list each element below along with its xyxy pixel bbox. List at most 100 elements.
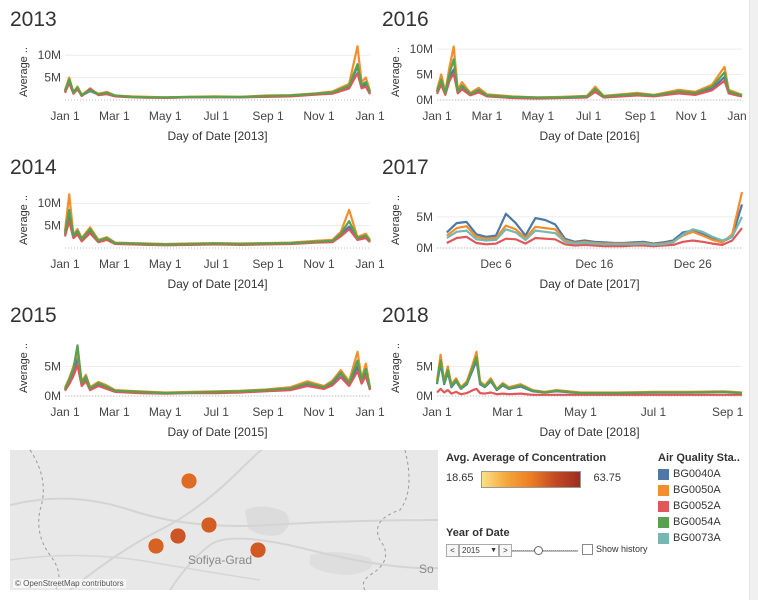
x-tick-label: Mar 1 <box>99 405 130 419</box>
chart-title: 2016 <box>382 8 429 31</box>
x-tick-label: Mar 1 <box>472 109 503 123</box>
map-border <box>362 450 410 590</box>
x-tick-label: Sep 1 <box>712 405 744 419</box>
map-credit: © OpenStreetMap contributors <box>13 579 126 588</box>
color-legend-title: Avg. Average of Concentration <box>446 452 607 464</box>
legend-item[interactable]: BG0052A <box>658 499 750 515</box>
y-tick-label: 0M <box>416 389 433 403</box>
gradient-bar <box>481 471 581 488</box>
legend-swatch <box>658 469 669 480</box>
x-tick-label: Sep 1 <box>252 109 284 123</box>
x-tick-label: Nov 1 <box>303 109 335 123</box>
y-axis-label: Average .. <box>18 195 30 245</box>
prev-year-button[interactable]: < <box>446 544 459 557</box>
station-map[interactable]: Sofiya-Grad So © OpenStreetMap contribut… <box>10 450 438 590</box>
series-line-BG0054A <box>435 58 743 99</box>
series-line-BG0054A <box>435 356 743 395</box>
legend-item[interactable]: BG0073A <box>658 531 750 547</box>
y-tick-label: 5M <box>416 360 433 374</box>
map-station-marker[interactable] <box>200 516 218 534</box>
y-tick-label: 10M <box>38 48 61 62</box>
x-tick-label: Dec 26 <box>674 257 712 271</box>
map-station-marker[interactable] <box>180 472 198 490</box>
x-tick-label: Sep 1 <box>252 257 284 271</box>
legend-swatch <box>658 485 669 496</box>
y-axis-label: Average .. <box>18 47 30 97</box>
year-select-value: 2015 <box>462 546 480 555</box>
map-road <box>10 554 261 581</box>
year-slider-track[interactable] <box>512 550 578 552</box>
chart-title: 2014 <box>10 156 57 179</box>
x-tick-label: Dec 6 <box>480 257 512 271</box>
legend-label: BG0054A <box>673 516 721 528</box>
x-axis-label: Day of Date [2016] <box>539 129 639 143</box>
y-tick-label: 5M <box>44 360 61 374</box>
y-tick-label: 5M <box>416 210 433 224</box>
map-station-marker[interactable] <box>147 537 165 555</box>
y-tick-label: 5M <box>44 71 61 85</box>
y-tick-label: 10M <box>410 42 433 56</box>
x-axis-label: Day of Date [2015] <box>167 425 267 439</box>
x-tick-label: Jul 1 <box>204 257 230 271</box>
y-tick-label: 0M <box>416 93 433 107</box>
show-history-label: Show history <box>596 544 648 554</box>
chart-svg: Average .. 10M 5M 0M Jan 1 Mar 1 May 1 Jul 1 Sep… <box>390 42 757 143</box>
x-tick-label: Jul 1 <box>204 405 230 419</box>
year-select[interactable]: 2015 ▼ <box>459 544 499 557</box>
map-border <box>29 450 60 590</box>
chart-title: 2017 <box>382 156 429 179</box>
x-tick-label: Mar 1 <box>99 109 130 123</box>
chart-title: 2013 <box>10 8 57 31</box>
x-tick-label: Nov 1 <box>303 257 335 271</box>
station-legend-title: Air Quality Sta.. <box>658 452 740 464</box>
next-year-button[interactable]: > <box>499 544 512 557</box>
series-line-BG0073A <box>446 216 743 246</box>
vertical-scrollbar[interactable] <box>749 0 758 600</box>
map-station-marker[interactable] <box>249 541 267 559</box>
legend-item[interactable]: BG0040A <box>658 467 750 483</box>
series-line-BG0040A <box>446 204 744 245</box>
x-tick-label: Nov 1 <box>675 109 707 123</box>
chart-title: 2018 <box>382 304 429 327</box>
x-tick-label: Jan 1 <box>422 405 452 419</box>
series-line-BG0050A <box>435 45 743 99</box>
x-tick-label: Jan 1 <box>50 109 80 123</box>
legend-item[interactable]: BG0050A <box>658 483 750 499</box>
x-axis-label: Day of Date [2014] <box>167 277 267 291</box>
map-edge-label: So <box>419 562 434 576</box>
legend-label: BG0040A <box>673 468 721 480</box>
show-history-checkbox[interactable] <box>582 544 593 555</box>
y-tick-label: 0M <box>416 241 433 255</box>
legend-item[interactable]: BG0054A <box>658 515 750 531</box>
map-station-marker[interactable] <box>169 527 187 545</box>
series-line-BG0040A <box>435 359 743 395</box>
chart-title: 2015 <box>10 304 57 327</box>
legend-swatch <box>658 533 669 544</box>
x-tick-label: May 1 <box>149 109 182 123</box>
x-tick-label: Jan 1 <box>355 109 385 123</box>
legend-label: BG0052A <box>673 500 721 512</box>
x-tick-label: May 1 <box>149 257 182 271</box>
year-slider-thumb[interactable] <box>534 546 543 555</box>
station-legend: Air Quality Sta.. BG0040A BG0050A BG0052… <box>658 452 750 547</box>
map-place-label: Sofiya-Grad <box>188 553 253 567</box>
x-tick-label: Jul 1 <box>204 109 230 123</box>
x-tick-label: Jan 1 <box>50 257 80 271</box>
color-gradient-row: 18.65 63.75 <box>446 468 621 488</box>
chart-svg: Average .. 5M 0M Dec 6 Dec 16 Dec 26 Day of Da… <box>390 191 744 291</box>
chart-2014: 2014 Average .. 10M 5M Jan 1 Mar 1 May 1 Jul 1… <box>10 156 385 301</box>
legend-label: BG0050A <box>673 484 721 496</box>
x-axis-label: Day of Date [2017] <box>539 277 639 291</box>
chart-2013: 2013 Average .. 10M 5M Jan 1 Mar 1 May 1 Jul 1… <box>10 8 385 153</box>
year-filter: Year of Date < 2015 ▼ > Show history <box>446 527 651 558</box>
x-tick-label: Jul 1 <box>576 109 602 123</box>
x-tick-label: Mar 1 <box>99 257 130 271</box>
x-tick-label: Jan 1 <box>355 257 385 271</box>
gradient-max: 63.75 <box>593 472 621 484</box>
chart-svg: Average .. 5M 0M Jan 1 Mar 1 May 1 Jul 1 Sep 1 D… <box>390 343 744 439</box>
chart-2018: 2018 Average .. 5M 0M Jan 1 Mar 1 May 1 Jul 1 S… <box>382 304 747 449</box>
series-line-BG0054A <box>63 208 371 246</box>
series-line-BG0052A <box>446 227 743 248</box>
chart-svg: Average .. 10M 5M Jan 1 Mar 1 May 1 Jul 1 Sep 1… <box>18 193 385 291</box>
legend-label: BG0073A <box>673 532 721 544</box>
